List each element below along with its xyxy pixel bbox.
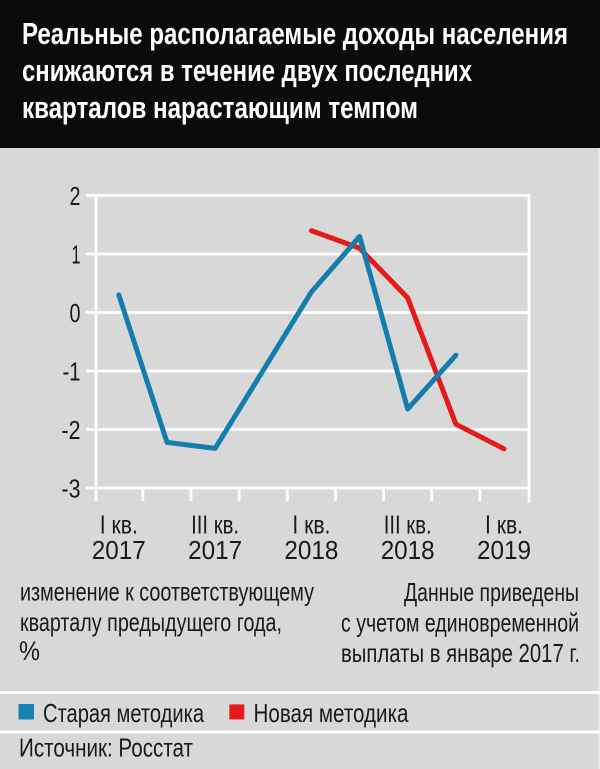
svg-text:2017: 2017 <box>92 535 146 565</box>
svg-text:%: % <box>19 636 40 666</box>
svg-text:Источник: Росстат: Источник: Росстат <box>19 733 193 763</box>
svg-text:2017: 2017 <box>188 535 242 565</box>
svg-text:снижаются в течение двух после: снижаются в течение двух последних <box>22 53 473 88</box>
svg-text:2018: 2018 <box>381 535 435 565</box>
svg-text:кварталов нарастающим темпом: кварталов нарастающим темпом <box>22 90 418 125</box>
svg-text:выплаты в январе 2017 г.: выплаты в январе 2017 г. <box>341 638 580 668</box>
svg-text:I кв.: I кв. <box>485 510 523 540</box>
svg-text:кварталу предыдущего года,: кварталу предыдущего года, <box>20 607 282 637</box>
svg-text:с учетом единовременной: с учетом единовременной <box>341 608 579 638</box>
svg-text:2018: 2018 <box>284 535 338 565</box>
svg-text:0: 0 <box>70 298 81 328</box>
svg-text:Данные приведены: Данные приведены <box>404 577 579 607</box>
svg-text:III кв.: III кв. <box>384 510 432 540</box>
svg-text:-2: -2 <box>62 415 81 445</box>
svg-text:III кв.: III кв. <box>191 510 239 540</box>
svg-text:Реальные располагаемые доходы: Реальные располагаемые доходы населения <box>22 16 568 51</box>
svg-text:Старая методика: Старая методика <box>43 698 204 728</box>
svg-text:изменение к соответствующему: изменение к соответствующему <box>20 577 314 607</box>
svg-text:-3: -3 <box>62 473 81 503</box>
svg-text:2019: 2019 <box>477 535 531 565</box>
svg-text:I кв.: I кв. <box>292 510 330 540</box>
svg-text:I кв.: I кв. <box>100 510 138 540</box>
svg-text:-1: -1 <box>63 356 81 386</box>
svg-text:2: 2 <box>70 181 81 211</box>
svg-text:1: 1 <box>72 239 81 269</box>
svg-text:Новая методика: Новая методика <box>254 698 409 728</box>
